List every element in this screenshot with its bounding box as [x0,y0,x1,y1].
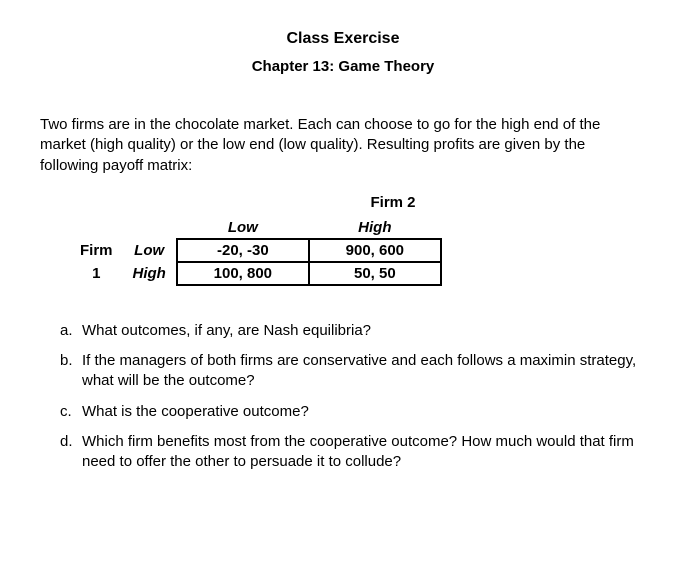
cell-low-low: -20, -30 [177,239,309,262]
question-text: If the managers of both firms are conser… [82,351,646,392]
question-text: What is the cooperative outcome? [82,402,309,422]
cell-high-low: 100, 800 [177,262,309,285]
question-d: d. Which firm benefits most from the coo… [60,432,646,473]
chapter-subtitle: Chapter 13: Game Theory [40,58,646,75]
question-list: a. What outcomes, if any, are Nash equil… [40,321,646,473]
question-a: a. What outcomes, if any, are Nash equil… [60,321,646,341]
question-letter: c. [60,402,82,422]
cell-low-high: 900, 600 [309,239,441,262]
page-title: Class Exercise [40,30,646,48]
question-c: c. What is the cooperative outcome? [60,402,646,422]
question-text: Which firm benefits most from the cooper… [82,432,646,473]
payoff-matrix-area: Firm 2 Low High Firm Low -20, -30 900, 6… [40,194,646,286]
question-letter: a. [60,321,82,341]
row-header-high: High [123,262,177,285]
question-b: b. If the managers of both firms are con… [60,351,646,392]
col-header-high: High [309,217,441,239]
row-player-label-2: 1 [70,262,123,285]
row-player-label-1: Firm [70,239,123,262]
problem-prompt: Two firms are in the chocolate market. E… [40,115,646,176]
question-letter: b. [60,351,82,392]
col-header-low: Low [177,217,309,239]
payoff-matrix: Low High Firm Low -20, -30 900, 600 1 Hi… [70,217,442,286]
question-text: What outcomes, if any, are Nash equilibr… [82,321,371,341]
column-player-label: Firm 2 [140,194,646,211]
row-header-low: Low [123,239,177,262]
question-letter: d. [60,432,82,473]
cell-high-high: 50, 50 [309,262,441,285]
